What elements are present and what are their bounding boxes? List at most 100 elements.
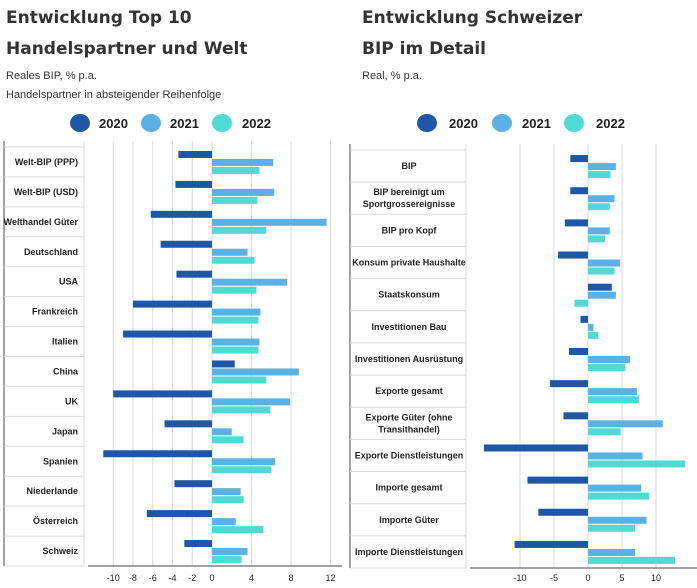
category-label: Exporte Dienstleistungen: [355, 450, 464, 460]
bar-2021: [212, 548, 248, 556]
bar-2021: [588, 195, 615, 203]
legend-swatch-2020: [70, 114, 90, 132]
bar-2020: [538, 508, 588, 516]
bar-2022: [588, 396, 639, 404]
bar-2022: [588, 364, 626, 371]
bar-2020: [588, 283, 612, 291]
bar-2020: [113, 390, 212, 398]
bar-2022: [588, 556, 676, 564]
left-chart-subtitle-sort-note: Handelspartner in absteigender Reihenfol…: [6, 89, 222, 101]
bar-2022: [212, 316, 259, 324]
legend-label: 2022: [242, 116, 271, 131]
x-tick-label: -4: [168, 573, 176, 583]
x-tick-label: 12: [326, 573, 336, 583]
bar-2021: [212, 518, 236, 526]
bar-2020: [175, 180, 212, 188]
legend: 2020 2021 2022: [70, 114, 271, 132]
bar-2021: [588, 259, 620, 267]
bar-2022: [212, 196, 258, 204]
legend-label: 2022: [596, 116, 625, 131]
bar-2021: [212, 338, 260, 346]
bar-2021: [588, 163, 616, 171]
category-label: Importe Dienstleistungen: [355, 547, 463, 557]
bar-2022: [588, 460, 686, 468]
legend-swatch-2021: [492, 114, 512, 132]
x-tick-label: -10: [107, 573, 120, 583]
category-label: China: [53, 366, 79, 376]
bar-2022: [212, 376, 267, 384]
bar-2022: [588, 428, 621, 436]
x-tick-label: -5: [550, 573, 558, 583]
bar-2020: [563, 412, 588, 420]
right-chart-title-line1: Entwicklung Schweizer: [362, 8, 583, 28]
bar-2022: [212, 466, 272, 474]
legend-label: 2021: [170, 116, 199, 131]
bar-2021: [212, 458, 276, 466]
left-chart-subtitle: Reales BIP, % p.a.: [6, 70, 97, 82]
x-tick-label: 10: [651, 573, 661, 583]
category-label: Welthandel Güter: [4, 217, 79, 227]
x-tick-label: -6: [149, 573, 157, 583]
bar-2020: [558, 251, 588, 259]
legend-label: 2020: [99, 116, 128, 131]
bar-2020: [527, 476, 588, 484]
category-label: Konsum private Haushalte: [352, 258, 466, 268]
bar-2022: [588, 267, 615, 275]
bar-2020: [103, 450, 212, 458]
bar-2020: [123, 330, 212, 338]
bar-2020: [132, 300, 212, 308]
category-label: Japan: [52, 426, 78, 436]
x-tick-label: -2: [188, 573, 196, 583]
right-chart-title-line2: BIP im Detail: [362, 39, 487, 59]
category-label: Deutschland: [24, 247, 78, 257]
bar-2020: [514, 540, 588, 548]
left-chart-title-line1: Entwicklung Top 10: [6, 8, 192, 28]
bar-2021: [212, 218, 327, 226]
category-label: USA: [59, 277, 79, 287]
bar-2021: [588, 388, 637, 396]
bar-2022: [212, 346, 259, 354]
category-label: Niederlande: [26, 486, 78, 496]
category-label: Spanien: [43, 456, 78, 466]
bar-2020: [564, 219, 588, 227]
bar-2022: [588, 203, 610, 211]
category-label: Investitionen Bau: [371, 322, 446, 332]
bar-2020: [184, 540, 212, 548]
bar-2020: [164, 420, 212, 428]
bar-2021: [212, 188, 275, 196]
bar-2021: [588, 420, 663, 428]
bar-2021: [588, 323, 594, 331]
bar-2022: [212, 226, 267, 234]
bar-2021: [588, 452, 643, 460]
bar-2020: [483, 444, 588, 452]
bar-2021: [212, 428, 232, 436]
legend-swatch-2022: [212, 114, 232, 132]
category-label: Exporte gesamt: [375, 386, 443, 396]
bar-2021: [588, 548, 635, 556]
bar-2022: [212, 256, 255, 264]
category-label: Italien: [52, 337, 78, 347]
legend-swatch-2020: [417, 114, 437, 132]
category-label: Welt-BIP (PPP): [15, 157, 78, 167]
bar-2020: [150, 210, 212, 218]
bar-2021: [588, 356, 631, 363]
bar-2022: [212, 406, 271, 414]
bar-2020: [146, 510, 212, 518]
bar-2020: [580, 315, 588, 323]
bar-2020: [174, 480, 212, 488]
category-label: Exporte Güter (ohne Transithandel): [365, 412, 452, 434]
bar-2022: [588, 524, 635, 532]
category-label: Welt-BIP (USD): [14, 187, 78, 197]
bar-2021: [588, 516, 647, 524]
x-tick-label: 5: [619, 573, 624, 583]
x-tick-label: -8: [129, 573, 137, 583]
category-label: Investitionen Ausrüstung: [355, 354, 463, 364]
bar-2020: [178, 150, 212, 158]
category-label: Frankreich: [32, 307, 78, 317]
category-label: Österreich: [33, 516, 78, 526]
bar-2021: [212, 488, 241, 496]
bar-2020: [212, 360, 235, 368]
bar-2022: [212, 526, 264, 534]
category-label: BIP bereinigt um Sportgrossereignisse: [363, 187, 456, 209]
